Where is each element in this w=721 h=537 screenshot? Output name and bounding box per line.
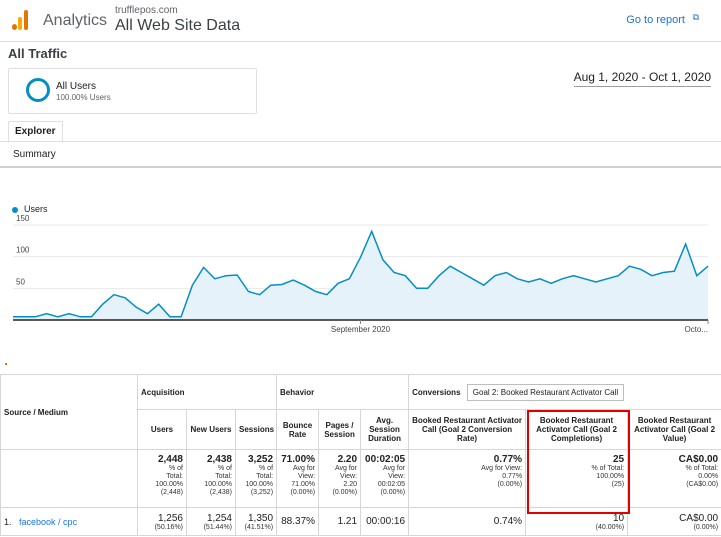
col-pages-per-session[interactable]: Pages / Session [318, 409, 362, 450]
account-domain[interactable]: trufflepos.com [115, 5, 178, 16]
totals-label-cell [0, 449, 138, 508]
subtab-summary[interactable]: Summary [13, 149, 56, 160]
goal-select-dropdown[interactable]: Goal 2: Booked Restaurant Activator Call [466, 383, 625, 401]
col-avg-session-duration[interactable]: Avg. Session Duration [360, 409, 410, 450]
analytics-logo-icon[interactable] [12, 10, 30, 30]
tab-divider [0, 141, 721, 142]
row-cell: 1,256 (50.16%) [137, 507, 187, 536]
row-cell: 1.21 [318, 507, 362, 536]
total-cell: 25% of Total: 100.00% (25) [525, 449, 629, 508]
segment-circle-icon [26, 78, 50, 102]
x-tick-label: Octo... [684, 325, 708, 334]
total-cell: 2,448% of Total: 100.00% (2,448) [137, 449, 187, 508]
col-users[interactable]: Users [137, 409, 187, 450]
total-cell: 2,438% of Total: 100.00% (2,438) [186, 449, 236, 508]
subtab-divider [0, 166, 721, 168]
col-sessions[interactable]: Sessions [234, 409, 278, 450]
segment-card[interactable]: All Users 100.00% Users [8, 68, 257, 114]
source-cell: 1. facebook / cpc [0, 507, 138, 536]
go-to-report-link[interactable]: Go to report [626, 14, 685, 26]
y-axis-ticks: 150 100 50 [16, 215, 30, 286]
row-cell: 1,254 (51.44%) [186, 507, 236, 536]
total-cell: 0.77% Avg for View: 0.77% (0.00%) [408, 449, 527, 508]
legend-label: Users [24, 204, 48, 214]
row-cell: 88.37% [276, 507, 320, 536]
segment-percentage: 100.00% Users [56, 93, 111, 102]
date-range-picker[interactable]: Aug 1, 2020 - Oct 1, 2020 [573, 70, 711, 87]
app-name: Analytics [43, 12, 108, 29]
behavior-group-header: Behavior [276, 374, 410, 410]
col-goal2-completions[interactable]: Booked Restaurant Activator Call (Goal 2… [525, 409, 629, 450]
x-axis-ticks: September 2020 Octo... [331, 320, 709, 334]
segment-name: All Users [56, 81, 97, 92]
col-new-users[interactable]: New Users [186, 409, 236, 450]
source-medium-header[interactable]: Source / Medium [0, 374, 138, 450]
tab-explorer[interactable]: Explorer [8, 121, 63, 143]
users-line [13, 229, 709, 318]
col-bounce-rate[interactable]: Bounce Rate [276, 409, 320, 450]
top-bar: Analytics trufflepos.com All Web Site Da… [0, 0, 721, 42]
row-cell: 1,350 (41.51%) [234, 507, 278, 536]
users-chart[interactable]: 150 100 50 September 2020 Octo... [0, 215, 721, 340]
users-area [13, 231, 708, 320]
totals-row: 2,448% of Total: 100.00% (2,448) 2,438% of T… [0, 449, 721, 508]
marker-dot [5, 363, 7, 365]
external-link-icon[interactable]: ⧉ [692, 12, 699, 22]
y-tick-label: 150 [16, 215, 30, 223]
x-tick-label: September 2020 [331, 325, 391, 334]
table-row[interactable]: 1. facebook / cpc 1,256 (50.16%) 1,254 (51… [0, 507, 721, 536]
y-tick-label: 100 [16, 246, 30, 255]
total-cell: 3,252% of Total: 100.00% (3,252) [234, 449, 278, 508]
acquisition-group-header: Acquisition [136, 374, 278, 410]
report-table: Source / Medium Acquisition Behavior Con… [0, 374, 721, 536]
row-index: 1. [4, 516, 12, 527]
total-cell: CA$0.00% of Total: 0.00% (CA$0.00) [627, 449, 721, 508]
source-medium-link[interactable]: facebook / cpc [19, 516, 78, 527]
col-goal2-conversion-rate[interactable]: Booked Restaurant Activator Call (Goal 2… [408, 409, 527, 450]
total-cell: 00:02:05 Avg for View: 00:02:05 (0.00%) [360, 449, 410, 508]
row-cell: 00:00:16 [360, 507, 410, 536]
legend-dot-icon [12, 206, 18, 213]
row-cell: CA$0.00 (0.00%) [627, 507, 721, 536]
row-cell: 0.74% [408, 507, 527, 536]
conversions-label: Conversions [412, 387, 461, 397]
row-cell: 10 (40.00%) [525, 507, 629, 536]
total-cell: 2.20 Avg for View: 2.20 (0.00%) [318, 449, 362, 508]
chart-legend[interactable]: Users [12, 204, 48, 214]
col-goal2-value[interactable]: Booked Restaurant Activator Call (Goal 2… [627, 409, 721, 450]
conversions-group-header: Conversions Goal 2: Booked Restaurant Ac… [408, 374, 721, 410]
page-title: All Traffic [8, 46, 68, 61]
y-tick-label: 50 [16, 277, 25, 286]
total-cell: 71.00% Avg for View: 71.00% (0.00%) [276, 449, 320, 508]
account-view-selector[interactable]: All Web Site Data [115, 17, 241, 34]
